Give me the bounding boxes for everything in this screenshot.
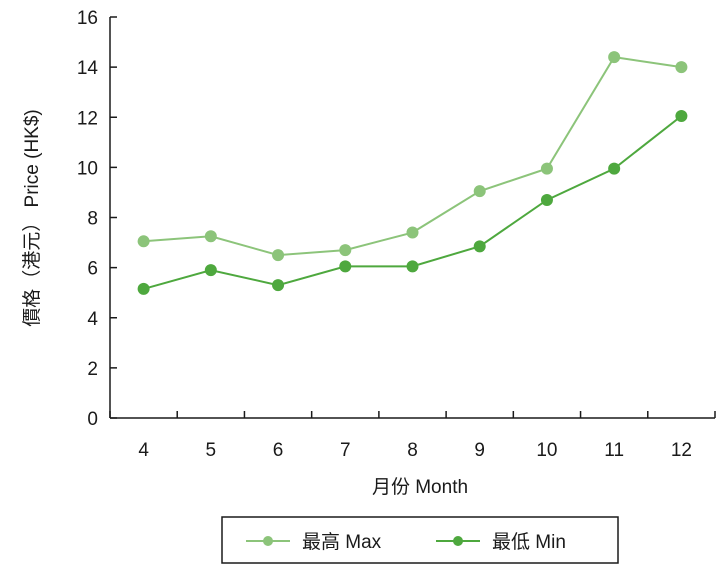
x-ticks: 4 5 6 7 8 9 10 11 12: [109, 411, 716, 461]
y-tick-label: 2: [87, 359, 98, 380]
y-axis-title: 價格（港元） Price (HK$): [21, 109, 43, 326]
series-layer: [137, 51, 688, 295]
x-tick-label: 9: [474, 440, 485, 461]
data-point: [608, 51, 621, 64]
series-line: [143, 56, 682, 257]
y-tick-label: 6: [87, 259, 98, 280]
data-point: [204, 264, 217, 277]
data-point: [473, 185, 486, 198]
y-ticks: 0 2 4 6 8 10 12 14 16: [77, 8, 117, 430]
plot-area: 0 2 4 6 8 10 12 14 16 4 5 6 7 8 9 10 11 12: [77, 8, 716, 461]
data-point: [137, 282, 150, 295]
x-tick-label: 7: [340, 440, 351, 461]
data-point: [675, 109, 688, 122]
legend-items: 最高 Max 最低 Min: [246, 531, 566, 553]
data-point: [272, 279, 285, 292]
data-point: [339, 260, 352, 273]
y-tick-label: 10: [77, 158, 98, 179]
legend-swatch-marker: [263, 536, 273, 546]
data-point: [272, 249, 285, 262]
x-tick-label: 11: [604, 440, 624, 461]
y-tick-label: 12: [77, 108, 98, 129]
series-min: [137, 109, 688, 295]
data-point: [137, 235, 150, 248]
x-axis-title: 月份 Month: [372, 476, 468, 498]
legend: 最高 Max 最低 Min: [221, 516, 619, 564]
data-point: [675, 61, 688, 74]
x-tick-label: 5: [206, 440, 217, 461]
x-tick-label: 6: [273, 440, 284, 461]
data-point: [540, 193, 553, 206]
x-tick-label: 8: [407, 440, 418, 461]
data-point: [540, 162, 553, 175]
x-tick-label: 10: [536, 440, 557, 461]
legend-label: 最低 Min: [492, 531, 566, 553]
legend-swatch-marker: [453, 536, 463, 546]
y-tick-label: 16: [77, 8, 98, 29]
data-point: [608, 162, 621, 175]
y-tick-label: 8: [87, 209, 98, 230]
y-tick-label: 4: [87, 309, 98, 330]
data-point: [339, 244, 352, 257]
series-max: [137, 51, 688, 262]
data-point: [204, 230, 217, 243]
x-tick-label: 4: [138, 440, 149, 461]
data-point: [473, 240, 486, 253]
x-tick-label: 12: [671, 440, 692, 461]
data-point: [406, 226, 419, 239]
y-tick-label: 0: [87, 409, 98, 430]
y-tick-label: 14: [77, 58, 99, 79]
data-point: [406, 260, 419, 273]
legend-label: 最高 Max: [302, 531, 382, 553]
